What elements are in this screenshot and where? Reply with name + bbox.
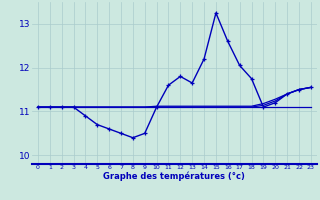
X-axis label: Graphe des températures (°c): Graphe des températures (°c) — [103, 172, 245, 181]
